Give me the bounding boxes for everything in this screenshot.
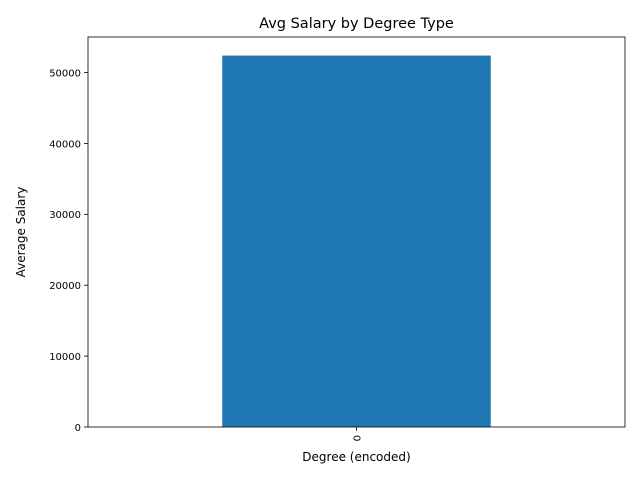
bar-0 [222, 55, 491, 427]
axes-frame [87, 36, 626, 428]
x-axis-label: Degree (encoded) [302, 450, 410, 464]
y-tick-label: 0 [75, 423, 81, 434]
y-tick-label: 10000 [49, 352, 81, 363]
x-tick-label: 0 [353, 435, 364, 441]
plot-area: 0 0 10000 20000 30000 40000 50000 [49, 36, 626, 441]
y-tick-label: 40000 [49, 139, 81, 150]
chart-title: Avg Salary by Degree Type [259, 16, 454, 32]
y-axis-label: Average Salary [14, 187, 28, 278]
y-tick-label: 50000 [49, 68, 81, 79]
y-tick-label: 20000 [49, 281, 81, 292]
y-tick-label: 30000 [49, 210, 81, 221]
